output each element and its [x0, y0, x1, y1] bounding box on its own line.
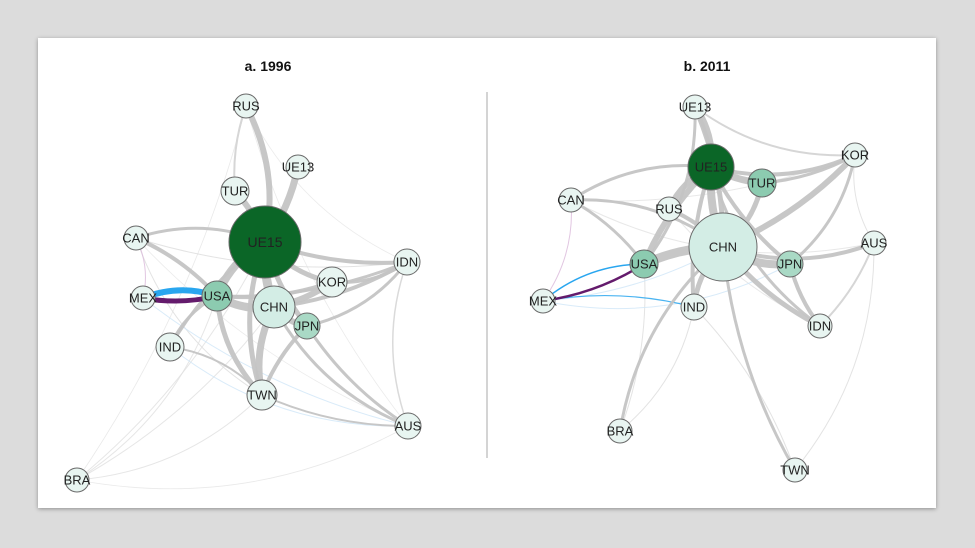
node-usa — [201, 280, 233, 312]
node-aus — [861, 230, 887, 256]
node-label-usa: USA — [631, 257, 658, 272]
node-label-can: CAN — [557, 193, 584, 208]
node-label-twn: TWN — [247, 388, 277, 403]
node-chn — [688, 212, 758, 282]
node-label-can: CAN — [122, 231, 149, 246]
edge-bra-chn — [76, 306, 275, 481]
edge-bra-usa — [76, 295, 218, 481]
node-bra — [607, 418, 633, 444]
node-rus — [656, 196, 682, 222]
node-label-twn: TWN — [780, 463, 810, 478]
node-label-tur: TUR — [222, 184, 249, 199]
node-rus — [233, 93, 259, 119]
edge-bra-twn — [76, 394, 263, 481]
node-label-aus: AUS — [395, 419, 422, 434]
edge-bra-usa — [619, 263, 646, 432]
node-idn — [807, 313, 833, 339]
node-jpn — [293, 312, 321, 340]
edge-usa-can — [569, 198, 646, 266]
edge-twn-aus — [261, 394, 409, 428]
node-label-idn: IDN — [396, 255, 418, 270]
node-aus — [394, 412, 422, 440]
node-idn — [393, 248, 421, 276]
node-label-jpn: JPN — [295, 319, 320, 334]
edge-bra-aus — [76, 425, 409, 490]
node-mex — [130, 285, 156, 311]
node-ind — [680, 293, 708, 321]
node-usa — [629, 249, 659, 279]
edge-twn-aus — [794, 242, 875, 471]
edge-ind-aus — [169, 346, 409, 427]
node-label-bra: BRA — [607, 424, 634, 439]
node-kor — [842, 142, 868, 168]
node-label-mex: MEX — [529, 294, 558, 309]
node-mex — [530, 288, 556, 314]
edge-twn-ind — [693, 306, 796, 471]
edge-chn-twn — [721, 245, 797, 472]
node-kor — [316, 266, 348, 298]
edge-ue13-kor — [694, 106, 856, 157]
node-label-kor: KOR — [318, 275, 346, 290]
node-ind — [155, 332, 185, 362]
node-label-ind: IND — [159, 340, 181, 355]
node-ue15 — [687, 143, 735, 191]
node-chn — [252, 285, 296, 329]
panel-b-title: b. 2011 — [683, 58, 731, 74]
node-label-chn: CHN — [709, 240, 737, 255]
node-label-rus: RUS — [655, 202, 683, 217]
node-label-bra: BRA — [64, 473, 91, 488]
node-label-rus: RUS — [232, 99, 260, 114]
node-label-ind: IND — [683, 300, 705, 315]
node-label-chn: CHN — [260, 300, 288, 315]
edge-jpn-kor — [788, 153, 857, 266]
node-ue15 — [228, 205, 302, 279]
node-ue13 — [285, 154, 311, 180]
node-twn — [782, 457, 808, 483]
edge-jpn-idn — [305, 260, 409, 328]
node-ue13 — [682, 94, 708, 120]
node-can — [123, 225, 149, 251]
edge-kor-aus — [853, 154, 875, 244]
node-label-usa: USA — [204, 289, 231, 304]
node-jpn — [776, 250, 804, 278]
panel-a-title: a. 1996 — [244, 58, 292, 74]
edge-bra-ind — [619, 306, 695, 432]
node-label-ue15: UE15 — [695, 160, 728, 175]
panel-b-network: UE13 UE15 KOR CAN TUR RUS CHN AUS USA JPN MEX IND ID… — [529, 94, 888, 483]
node-can — [558, 187, 584, 213]
edge-chn-aus — [272, 305, 410, 428]
node-label-ue13: UE13 — [282, 160, 315, 175]
node-label-ue15: UE15 — [247, 234, 282, 250]
edge-jpn-aus — [305, 324, 410, 428]
node-label-jpn: JPN — [778, 257, 803, 272]
node-label-idn: IDN — [809, 319, 831, 334]
edge-idn-aus — [391, 261, 409, 427]
edge-mex-can — [542, 199, 572, 302]
node-tur — [220, 176, 250, 206]
node-tur — [747, 168, 777, 198]
node-label-mex: MEX — [129, 291, 158, 306]
node-label-kor: KOR — [841, 148, 869, 163]
node-label-ue13: UE13 — [679, 100, 712, 115]
node-label-aus: AUS — [861, 236, 888, 251]
panel-a-network: RUS UE13 TUR UE15 CAN IDN KOR MEX USA CHN JPN IND TW… — [64, 93, 422, 493]
node-label-tur: TUR — [749, 176, 776, 191]
node-twn — [246, 379, 278, 411]
node-bra — [64, 467, 90, 493]
